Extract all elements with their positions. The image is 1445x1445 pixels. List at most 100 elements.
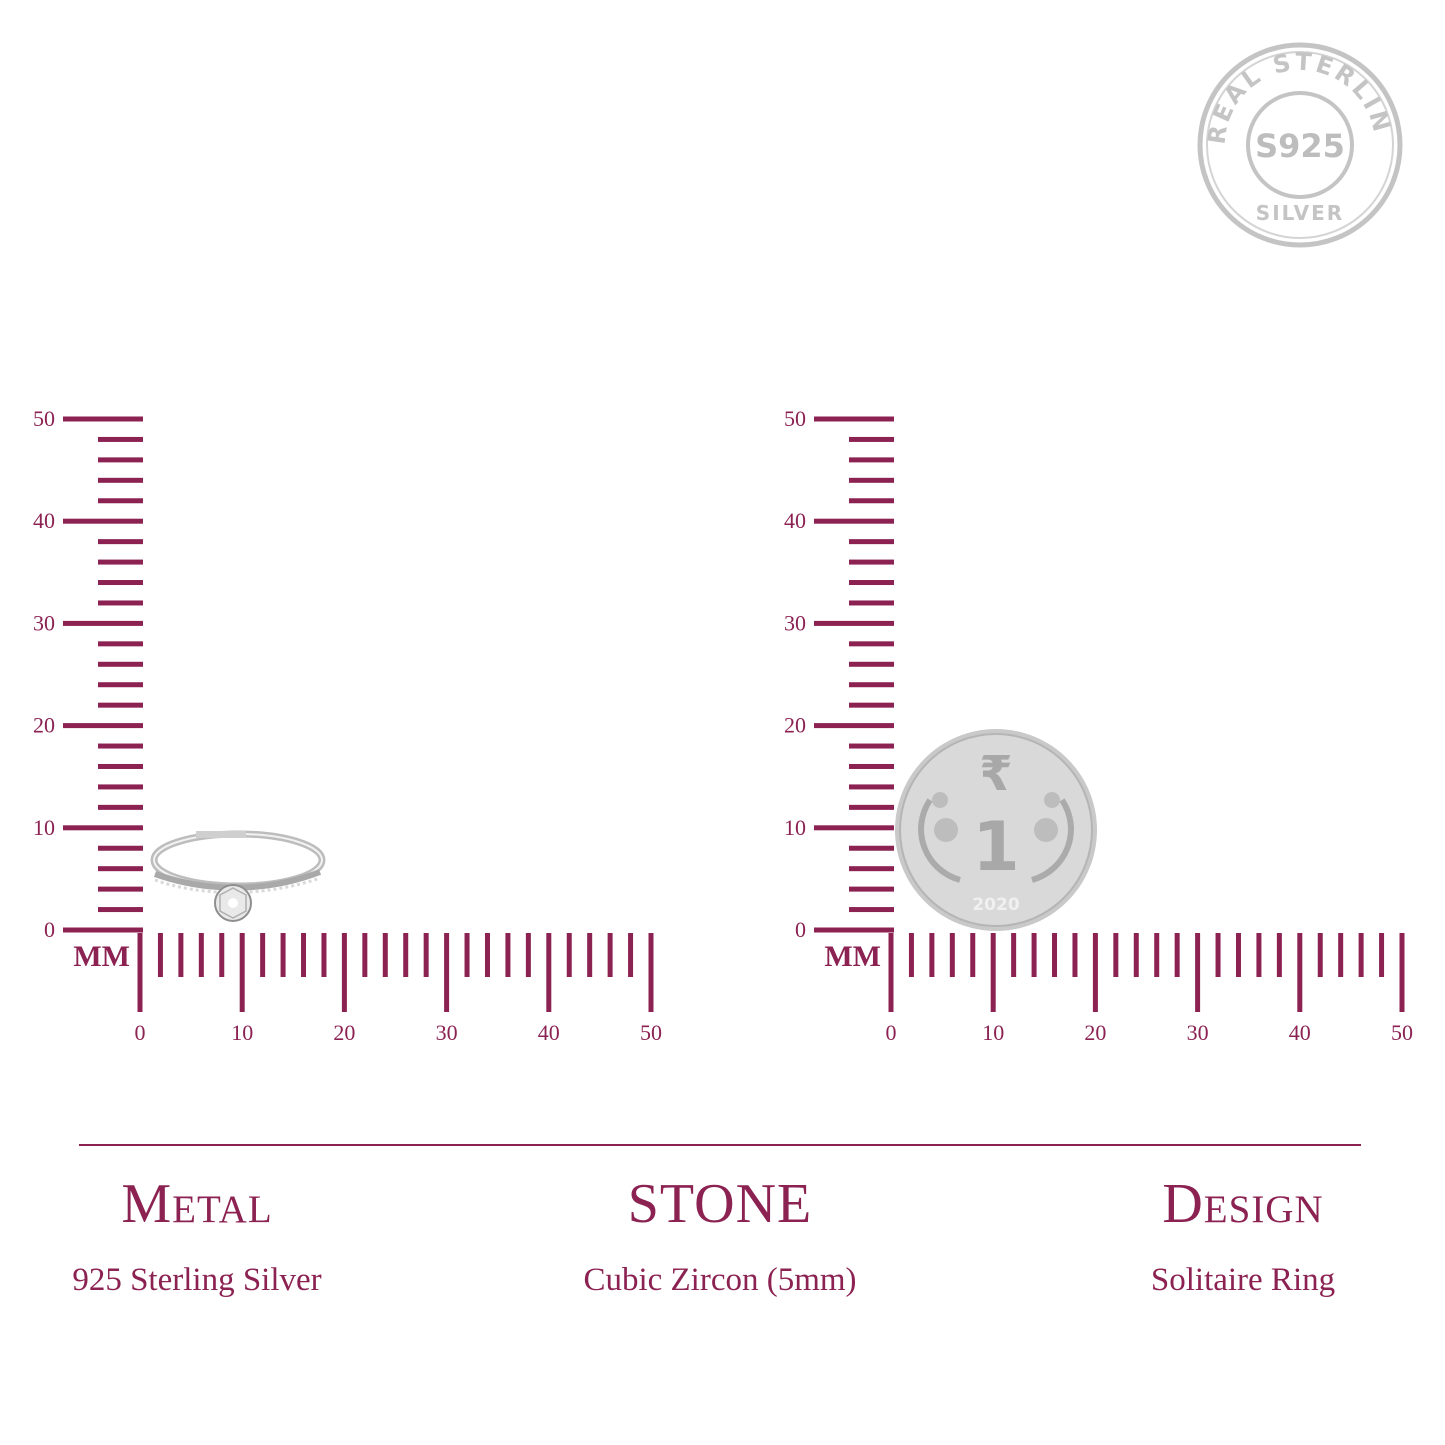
- x-tick-label: 50: [1391, 1020, 1413, 1045]
- y-tick: [849, 907, 894, 913]
- x-tick: [1195, 933, 1201, 1012]
- y-tick-label: 10: [33, 815, 55, 840]
- x-tick: [628, 933, 634, 977]
- y-tick: [98, 763, 143, 769]
- x-tick-label: 30: [1187, 1020, 1209, 1045]
- y-tick-label: 10: [784, 815, 806, 840]
- y-tick: [814, 518, 894, 524]
- x-tick: [607, 933, 613, 977]
- x-tick: [1235, 933, 1241, 977]
- x-tick: [1215, 933, 1221, 977]
- y-tick: [98, 866, 143, 872]
- y-tick: [849, 559, 894, 565]
- y-tick-label: 40: [784, 508, 806, 533]
- x-tick-label: 0: [886, 1020, 897, 1045]
- y-tick: [849, 866, 894, 872]
- spec-heading-design: Design: [1162, 1173, 1324, 1235]
- y-tick: [814, 416, 894, 422]
- x-tick: [382, 933, 388, 977]
- y-tick: [98, 600, 143, 606]
- x-tick-label: 10: [982, 1020, 1004, 1045]
- y-tick-label: 0: [44, 917, 55, 942]
- y-tick: [63, 518, 143, 524]
- y-tick: [849, 763, 894, 769]
- y-tick-label: 20: [784, 713, 806, 738]
- x-tick: [301, 933, 307, 977]
- x-tick: [546, 933, 552, 1012]
- y-tick: [849, 702, 894, 708]
- y-tick-label: 40: [33, 508, 55, 533]
- x-tick: [484, 933, 490, 977]
- x-tick: [525, 933, 531, 977]
- y-tick: [98, 743, 143, 749]
- y-tick: [849, 845, 894, 851]
- x-tick: [444, 933, 450, 1012]
- y-tick-label: 50: [33, 406, 55, 431]
- x-tick-label: 30: [436, 1020, 458, 1045]
- x-tick: [908, 933, 914, 977]
- x-tick: [949, 933, 955, 977]
- x-tick: [1011, 933, 1017, 977]
- x-tick: [1338, 933, 1344, 977]
- y-tick: [849, 682, 894, 688]
- spec-value-design: Solitaire Ring: [1150, 1262, 1336, 1298]
- y-tick: [849, 743, 894, 749]
- y-tick: [849, 600, 894, 606]
- x-tick-label: 40: [1289, 1020, 1311, 1045]
- x-tick: [1052, 933, 1058, 977]
- y-tick: [98, 580, 143, 586]
- spec-heading-stone: STONE: [627, 1173, 813, 1235]
- x-tick: [321, 933, 327, 977]
- y-tick: [98, 559, 143, 565]
- x-tick-label: 20: [1084, 1020, 1106, 1045]
- ring-image: [150, 830, 326, 922]
- y-tick: [98, 661, 143, 667]
- x-tick: [1031, 933, 1037, 977]
- y-tick-label: 30: [784, 610, 806, 635]
- spec-value-stone: Cubic Zircon (5mm): [583, 1262, 857, 1298]
- x-tick: [1379, 933, 1385, 977]
- y-tick: [849, 436, 894, 442]
- x-tick-label: 0: [135, 1020, 146, 1045]
- y-tick: [849, 457, 894, 463]
- x-tick: [403, 933, 409, 977]
- y-tick: [814, 620, 894, 626]
- unit-label: MM: [824, 940, 881, 973]
- x-tick: [1092, 933, 1098, 1012]
- ruler-left: 0 10 20 30 40 50 0 10 20 30 40 50 MM: [33, 406, 662, 1045]
- y-tick: [814, 927, 894, 933]
- y-tick: [63, 927, 143, 933]
- x-tick: [137, 933, 143, 1012]
- y-tick: [849, 641, 894, 647]
- y-tick: [814, 825, 894, 831]
- x-tick: [1154, 933, 1160, 977]
- y-tick: [849, 886, 894, 892]
- unit-label: MM: [73, 940, 130, 973]
- x-tick: [1133, 933, 1139, 977]
- x-tick: [648, 933, 654, 1012]
- y-tick: [63, 723, 143, 729]
- x-tick: [1317, 933, 1323, 977]
- x-tick: [219, 933, 225, 977]
- x-tick: [1174, 933, 1180, 977]
- measurement-rulers: 0 10 20 30 40 50 0 10 20 30 40 50 MM 0 10 20 30 40 50 0 10 2…: [33, 406, 1413, 1045]
- y-tick: [849, 784, 894, 790]
- y-tick: [98, 702, 143, 708]
- x-tick: [423, 933, 429, 977]
- y-tick: [98, 886, 143, 892]
- y-tick: [814, 723, 894, 729]
- y-tick: [849, 498, 894, 504]
- x-tick: [587, 933, 593, 977]
- y-tick: [98, 457, 143, 463]
- x-tick: [341, 933, 347, 1012]
- spec-value-metal: 925 Sterling Silver: [72, 1262, 322, 1298]
- x-tick: [990, 933, 996, 1012]
- x-tick: [239, 933, 245, 1012]
- y-tick: [63, 620, 143, 626]
- x-tick: [1358, 933, 1364, 977]
- y-tick: [63, 416, 143, 422]
- y-tick: [98, 804, 143, 810]
- x-tick: [280, 933, 286, 977]
- x-tick: [505, 933, 511, 977]
- coin-year: 2020: [972, 895, 1019, 915]
